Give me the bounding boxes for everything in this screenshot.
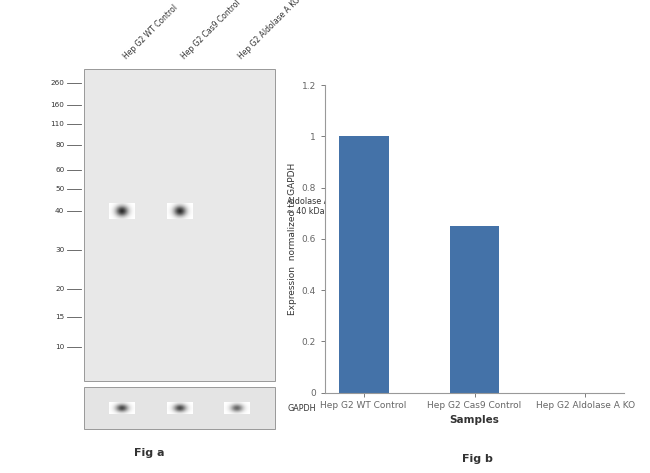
Bar bbox=[84, 387, 275, 429]
Text: 80: 80 bbox=[55, 142, 64, 149]
Text: Fig b: Fig b bbox=[462, 454, 493, 464]
Text: 260: 260 bbox=[51, 80, 64, 86]
X-axis label: Samples: Samples bbox=[450, 415, 499, 426]
Text: 50: 50 bbox=[55, 186, 64, 192]
Text: Hep G2 WT Control: Hep G2 WT Control bbox=[122, 2, 180, 61]
Text: 160: 160 bbox=[51, 102, 64, 108]
Text: 10: 10 bbox=[55, 344, 64, 350]
Text: 60: 60 bbox=[55, 167, 64, 173]
Text: Hep G2 Aldolase A KO: Hep G2 Aldolase A KO bbox=[237, 0, 302, 61]
Text: 30: 30 bbox=[55, 247, 64, 253]
Text: 15: 15 bbox=[55, 314, 64, 320]
Bar bbox=[84, 69, 275, 381]
Bar bbox=[450, 226, 499, 393]
Text: Fig a: Fig a bbox=[135, 447, 164, 458]
Y-axis label: Expression  normalized to GAPDH: Expression normalized to GAPDH bbox=[289, 163, 298, 315]
Text: Aldolase A
~ 40 kDa: Aldolase A ~ 40 kDa bbox=[287, 197, 330, 217]
Text: 110: 110 bbox=[51, 121, 64, 126]
Text: 40: 40 bbox=[55, 208, 64, 214]
Text: GAPDH: GAPDH bbox=[287, 403, 315, 412]
Bar bbox=[339, 136, 389, 393]
Text: Hep G2 Cas9 Control: Hep G2 Cas9 Control bbox=[179, 0, 242, 61]
Text: 20: 20 bbox=[55, 286, 64, 292]
